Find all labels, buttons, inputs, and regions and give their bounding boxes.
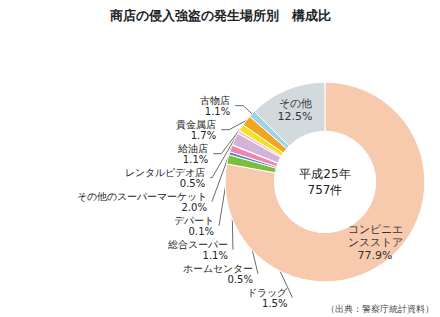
svg-text:1.1%: 1.1% [205,106,230,117]
svg-text:商店の侵入強盗の発生場所別 構成比: 商店の侵入強盗の発生場所別 構成比 [109,8,331,23]
svg-text:ホームセンター: ホームセンター [183,263,253,274]
svg-text:0.5%: 0.5% [180,178,205,189]
svg-text:貴金属店: 貴金属店 [176,119,216,130]
svg-text:平成25年: 平成25年 [299,167,350,181]
svg-text:デパート: デパート [174,215,214,226]
svg-text:757件: 757件 [308,183,343,197]
svg-text:2.0%: 2.0% [181,202,206,213]
svg-text:総合スーパー: 総合スーパー [167,239,228,250]
svg-text:ドラッグ: ドラッグ [247,287,288,298]
svg-text:1.1%: 1.1% [203,250,228,261]
svg-text:その他のスーパーマーケット: その他のスーパーマーケット [77,191,207,202]
svg-text:ンスストア: ンスストア [348,236,403,249]
svg-text:古物店: 古物店 [200,95,230,106]
svg-text:0.1%: 0.1% [189,226,214,237]
svg-text:1.1%: 1.1% [183,154,208,165]
svg-text:給油店: 給油店 [177,143,208,154]
svg-text:（出典：警察庁統計資料）: （出典：警察庁統計資料） [326,304,434,314]
svg-text:その他: その他 [279,97,312,110]
svg-text:コンビニエ: コンビニエ [348,223,403,236]
svg-text:0.5%: 0.5% [228,274,253,285]
svg-text:レンタルビデオ店: レンタルビデオ店 [125,167,205,178]
svg-text:12.5%: 12.5% [278,110,313,123]
svg-text:1.7%: 1.7% [191,130,216,141]
svg-text:1.5%: 1.5% [262,298,287,309]
svg-text:77.9%: 77.9% [358,249,393,262]
